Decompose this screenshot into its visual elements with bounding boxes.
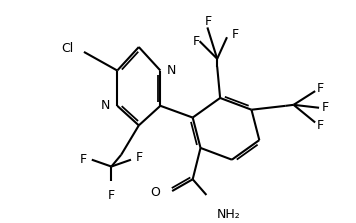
Text: N: N — [167, 64, 177, 77]
Text: F: F — [232, 28, 239, 41]
Text: F: F — [193, 35, 200, 48]
Text: N: N — [101, 99, 110, 112]
Text: F: F — [204, 15, 211, 28]
Text: F: F — [317, 119, 324, 132]
Text: NH₂: NH₂ — [217, 208, 241, 221]
Text: Cl: Cl — [61, 43, 73, 56]
Text: F: F — [108, 189, 115, 202]
Text: F: F — [317, 82, 324, 95]
Text: F: F — [322, 101, 329, 114]
Text: F: F — [80, 153, 87, 166]
Text: F: F — [136, 151, 143, 164]
Text: O: O — [151, 186, 160, 198]
